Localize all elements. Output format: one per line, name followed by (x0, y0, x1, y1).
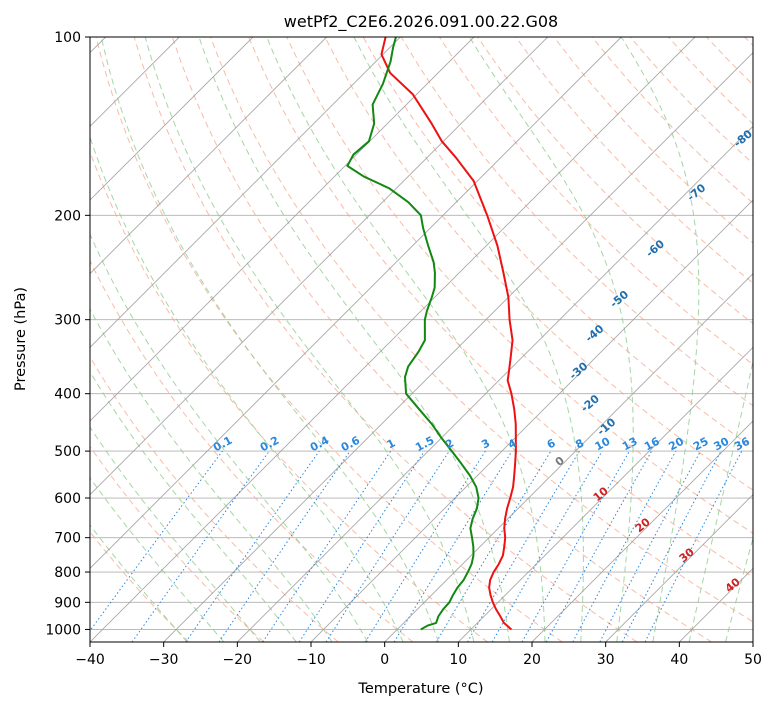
moist-adiabat (725, 536, 753, 642)
mixing-ratio-label: 10 (593, 435, 613, 454)
isotherm (605, 494, 753, 642)
moist-adiabat (90, 524, 188, 642)
dry-adiabat (171, 37, 712, 642)
x-tick-label: 40 (670, 652, 688, 668)
dry-adiabat (324, 37, 753, 491)
mixing-ratio-line (572, 450, 677, 642)
axis-ticks: −40 −30 −20 −10 0 10 20 30 40 50 100 200 300 400 500 60… (45, 30, 762, 668)
temperature-profile (380, 37, 517, 631)
moist-adiabat (266, 37, 546, 642)
x-tick-label: 10 (449, 652, 467, 668)
moist-adiabat (620, 37, 700, 642)
moist-adiabat (144, 37, 475, 642)
dry-adiabat (90, 445, 264, 642)
mixing-ratio-line (521, 450, 630, 642)
y-tick-label: 500 (54, 444, 81, 460)
mixing-ratio-line (325, 450, 450, 642)
background-lines (90, 37, 753, 642)
moist-adiabat (353, 37, 584, 642)
y-tick-label: 200 (54, 208, 81, 224)
dewpoint-profile (346, 37, 480, 631)
x-tick-label: 50 (744, 652, 762, 668)
x-tick-label: 30 (597, 652, 615, 668)
moist-adiabat (90, 476, 225, 642)
y-axis-title: Pressure (hPa) (13, 287, 29, 391)
moist-adiabat (90, 308, 333, 642)
isotherm (90, 37, 548, 496)
x-tick-label: 0 (380, 652, 389, 668)
mixing-ratio-line (298, 450, 425, 642)
isotherm (90, 37, 254, 201)
mixing-ratio-label: 36 (732, 435, 752, 454)
mixing-ratio-line (90, 450, 223, 632)
moist-adiabat (90, 233, 369, 642)
y-tick-label: 1000 (45, 622, 81, 638)
isotherm (90, 37, 327, 275)
dry-adiabat (286, 37, 753, 534)
moist-adiabat (90, 135, 404, 642)
dry-adiabat (515, 37, 753, 284)
mixing-ratio-line (393, 450, 513, 642)
mixing-ratio-label: 13 (620, 435, 640, 454)
chart-title: wetPf2_C2E6.2026.091.00.22.G08 (284, 12, 558, 32)
isotherm (90, 37, 696, 642)
y-tick-label: 800 (54, 565, 81, 581)
x-tick-label: −20 (223, 652, 253, 668)
y-tick-label: 100 (54, 30, 81, 46)
y-tick-label: 900 (54, 595, 81, 611)
isotherm (163, 52, 753, 642)
profiles (346, 37, 517, 631)
mixing-ratio-line (545, 450, 653, 642)
isotherm (310, 199, 753, 642)
mixing-ratio-line (185, 450, 320, 642)
x-tick-label: −10 (296, 652, 326, 668)
mixing-ratio-label: 30 (712, 435, 732, 454)
moist-adiabat (90, 426, 261, 642)
isotherm (531, 420, 753, 642)
x-axis-title: Temperature (°C) (357, 681, 483, 697)
isotherm (384, 273, 753, 642)
mixing-ratio-label: 25 (691, 435, 711, 454)
dry-adiabat (90, 259, 414, 642)
y-tick-label: 300 (54, 313, 81, 329)
mixing-ratio-line (262, 450, 392, 642)
isotherm (458, 346, 753, 642)
mixing-ratio-line (218, 450, 351, 642)
isotherm (237, 125, 753, 642)
x-tick-label: −40 (75, 652, 105, 668)
moist-adiabat (198, 37, 510, 642)
y-tick-label: 600 (54, 491, 81, 507)
y-tick-label: 700 (54, 531, 81, 547)
isotherm (90, 37, 475, 422)
mixing-ratio-label: 20 (666, 435, 686, 454)
dry-adiabat (133, 37, 638, 642)
mixing-ratio-label: 16 (642, 435, 662, 454)
mixing-ratio-line (131, 450, 270, 642)
isotherm (90, 37, 401, 348)
dry-adiabat (248, 37, 753, 578)
x-tick-label: 20 (523, 652, 541, 668)
plot-frame (89, 36, 754, 643)
dry-adiabat (95, 37, 563, 642)
dry-adiabat (210, 37, 753, 623)
moist-adiabat (100, 37, 439, 642)
x-tick-label: −30 (149, 652, 179, 668)
moist-adiabat (688, 358, 753, 642)
dry-adiabat (90, 356, 339, 642)
moist-adiabat (90, 370, 297, 642)
mixing-ratio-line (644, 450, 743, 642)
y-tick-label: 400 (54, 387, 81, 403)
isotherm (90, 37, 622, 569)
